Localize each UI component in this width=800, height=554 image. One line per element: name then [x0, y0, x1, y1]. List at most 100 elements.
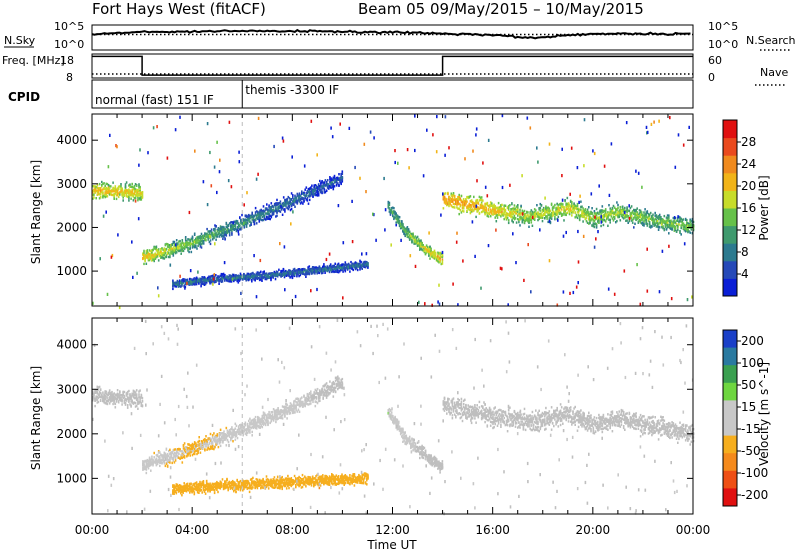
scatter-cell — [679, 220, 681, 223]
scatter-cell — [132, 199, 135, 202]
scatter-cell — [101, 184, 103, 187]
scatter-cell — [393, 217, 395, 221]
noise-cell — [475, 127, 478, 131]
noise-cell — [231, 277, 234, 281]
scatter-cell — [311, 189, 313, 192]
scatter-cell — [177, 283, 180, 286]
scatter-cell — [274, 274, 277, 278]
scatter-cell — [539, 212, 542, 215]
scatter-cell — [320, 267, 323, 270]
noise-cell — [646, 247, 648, 251]
scatter-cell — [171, 248, 173, 251]
scatter-cell — [180, 281, 182, 285]
scatter-cell — [181, 239, 184, 242]
scatter-cell — [419, 241, 421, 244]
scatter-cell — [298, 271, 300, 274]
noise-cell — [548, 259, 551, 263]
noise-cell — [354, 165, 356, 170]
noise-cell — [230, 185, 233, 189]
scatter-cell — [191, 239, 194, 243]
scatter-cell — [503, 207, 505, 210]
scatter-cell — [105, 191, 108, 194]
scatter-cell — [577, 214, 580, 217]
noise-cell — [102, 214, 105, 218]
scatter-cell — [664, 223, 667, 226]
scatter-cell — [320, 272, 323, 275]
scatter-cell — [270, 278, 272, 282]
scatter-cell — [314, 187, 317, 190]
scatter-cell — [134, 188, 137, 191]
scatter-cell — [607, 214, 609, 217]
scatter-cell — [110, 185, 112, 188]
scatter-cell — [511, 207, 513, 211]
scatter-cell — [517, 210, 519, 214]
scatter-cell — [175, 248, 178, 251]
scatter-cell — [555, 208, 557, 211]
scatter-cell — [582, 211, 584, 214]
scatter-cell — [129, 185, 131, 188]
scatter-cell — [248, 219, 250, 222]
scatter-cell — [456, 198, 458, 201]
scatter-cell — [170, 243, 172, 247]
scatter-cell — [126, 195, 129, 198]
scatter-cell — [343, 264, 345, 267]
scatter-cell — [419, 242, 421, 246]
scatter-cell — [690, 223, 693, 226]
scatter-cell — [230, 227, 232, 231]
scatter-cell — [550, 211, 553, 215]
scatter-cell — [144, 257, 146, 261]
scatter-cell — [319, 184, 321, 188]
scatter-cell — [184, 279, 187, 283]
scatter-cell — [267, 216, 269, 219]
scatter-cell — [674, 227, 677, 230]
scatter-cell — [491, 210, 493, 213]
scatter-cell — [98, 390, 101, 394]
scatter-cell — [265, 272, 268, 275]
noise-cell — [670, 297, 673, 301]
scatter-cell — [466, 200, 468, 203]
scatter-cell — [329, 176, 331, 179]
scatter-cell — [567, 209, 570, 212]
noise-cell — [669, 116, 671, 120]
scatter-cell — [280, 273, 282, 276]
scatter-cell — [417, 239, 420, 242]
scatter-cell — [228, 278, 231, 282]
scatter-cell — [270, 272, 272, 275]
scatter-cell — [130, 185, 132, 188]
scatter-cell — [449, 200, 451, 203]
scatter-cell — [560, 205, 563, 208]
scatter-cell — [115, 191, 118, 194]
scatter-cell — [268, 206, 270, 209]
scatter-cell — [224, 276, 226, 279]
scatter-cell — [645, 219, 647, 222]
scatter-cell — [479, 206, 482, 209]
scatter-cell — [392, 211, 394, 215]
scatter-cell — [684, 218, 687, 221]
scatter-cell — [115, 194, 118, 197]
scatter-cell — [248, 278, 251, 281]
scatter-cell — [291, 276, 294, 279]
scatter-cell — [455, 199, 457, 202]
scatter-cell — [116, 190, 119, 193]
scatter-cell — [259, 209, 261, 212]
scatter-cell — [178, 282, 181, 285]
noise-cell — [600, 220, 603, 224]
scatter-cell — [544, 213, 546, 216]
scatter-cell — [337, 182, 339, 185]
noise-cell — [431, 303, 433, 307]
scatter-cell — [176, 281, 179, 284]
scatter-cell — [285, 274, 288, 277]
scatter-cell — [296, 199, 299, 202]
scatter-cell — [655, 220, 658, 224]
y-tick-label: 1000 — [56, 264, 87, 278]
scatter-cell — [519, 211, 521, 214]
scatter-cell — [220, 280, 223, 283]
scatter-cell — [634, 209, 636, 212]
scatter-cell — [92, 191, 94, 194]
scatter-cell — [284, 198, 286, 202]
scatter-cell — [297, 199, 300, 202]
scatter-cell — [426, 245, 429, 249]
scatter-cell — [234, 276, 236, 279]
scatter-cell — [217, 229, 220, 232]
scatter-cell — [686, 228, 688, 232]
